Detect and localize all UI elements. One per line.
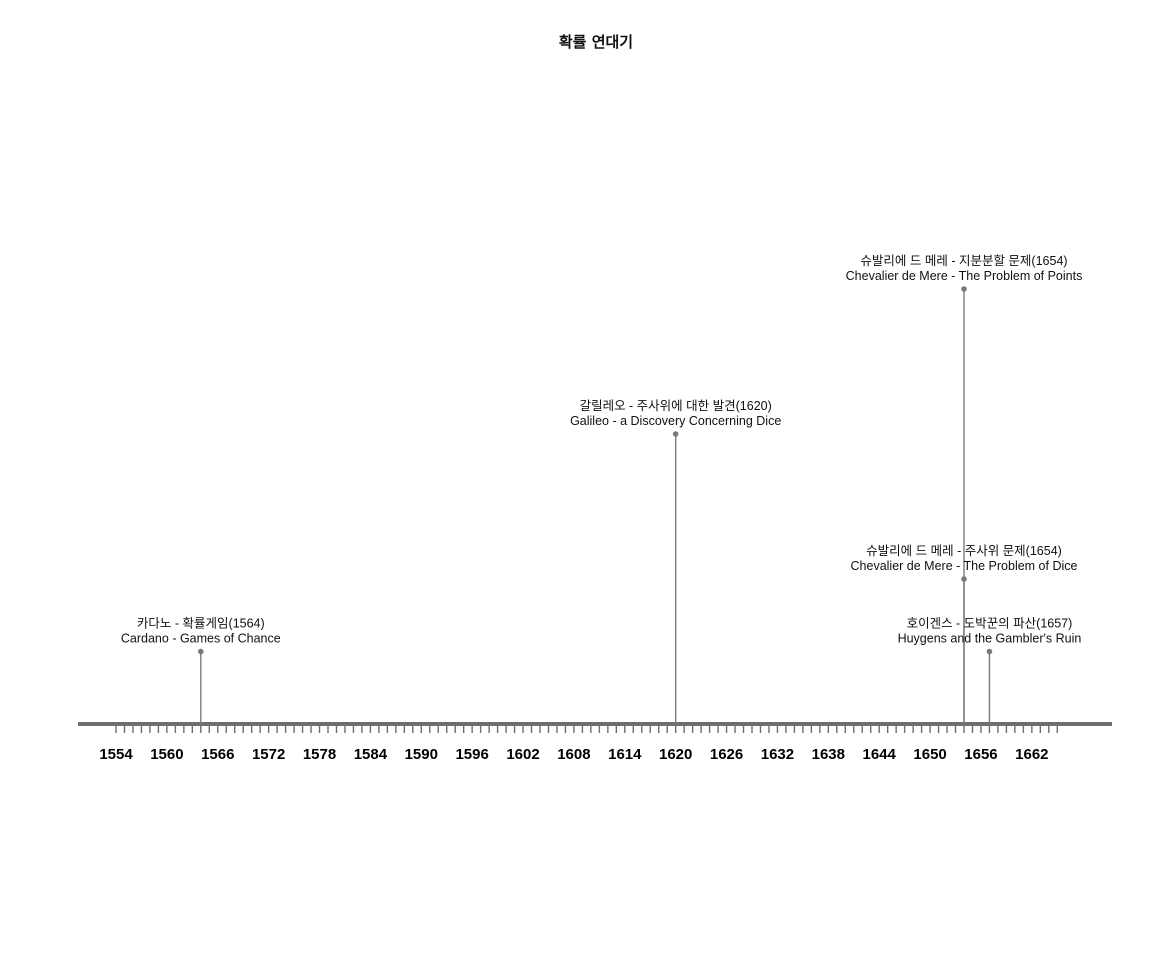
event-label-ko: 카다노 - 확률게임(1564) [137,617,265,631]
tick-label: 1566 [201,746,234,763]
tick-label: 1638 [812,746,845,763]
tick-label: 1578 [303,746,336,763]
event-label-en: Cardano - Games of Chance [121,632,281,646]
event-point [198,648,204,655]
timeline-events: 슈발리에 드 메레 - 지분분할 문제(1654)Chevalier de Me… [121,254,1082,724]
tick-label: 1656 [964,746,997,763]
event-point [961,286,967,292]
chart-title: 확률 연대기 [559,33,633,51]
timeline-event: 슈발리에 드 메레 - 주사위 문제(1654)Chevalier de Mer… [851,544,1078,724]
tick-label: 1620 [659,746,692,763]
timeline-event: 카다노 - 확률게임(1564)Cardano - Games of Chanc… [121,617,281,724]
event-label-en: Chevalier de Mere - The Problem of Dice [851,559,1078,573]
event-point [961,576,967,582]
timeline-axis: 1554 1560 1566 1572 1578 1584 1590 1596 1602 1608… [78,722,1112,763]
event-label-ko: 갈릴레오 - 주사위에 대한 발견(1620) [580,399,772,413]
tick-label: 1608 [557,746,590,763]
tick-label: 1560 [150,746,183,763]
tick-label: 1572 [252,746,285,763]
tick-label: 1650 [913,746,946,763]
event-label-en: Galileo - a Discovery Concerning Dice [570,414,781,428]
timeline-event: 갈릴레오 - 주사위에 대한 발견(1620)Galileo - a Disco… [570,399,781,724]
tick-label: 1632 [761,746,794,763]
tick-label: 1614 [608,746,642,763]
event-label-ko: 호이겐스 - 도박꾼의 파산(1657) [907,617,1073,631]
tick-label: 1596 [455,746,488,763]
tick-label: 1662 [1015,746,1048,763]
timeline-event: 슈발리에 드 메레 - 지분분할 문제(1654)Chevalier de Me… [846,254,1083,724]
tick-label: 1644 [863,746,897,763]
timeline-event: 호이겐스 - 도박꾼의 파산(1657)Huygens and the Gamb… [898,617,1082,724]
tick-label: 1590 [405,746,438,763]
tick-label: 1626 [710,746,743,763]
event-label-en: Huygens and the Gambler's Ruin [898,632,1082,646]
event-point [672,431,679,437]
event-label-ko: 슈발리에 드 메레 - 지분분할 문제(1654) [860,254,1067,268]
event-label-ko: 슈발리에 드 메레 - 주사위 문제(1654) [866,544,1062,558]
event-label-en: Chevalier de Mere - The Problem of Point… [846,269,1083,283]
tick-label: 1554 [99,746,133,763]
tick-label: 1584 [354,746,388,763]
tick-label: 1602 [506,746,539,763]
event-point [986,648,993,655]
